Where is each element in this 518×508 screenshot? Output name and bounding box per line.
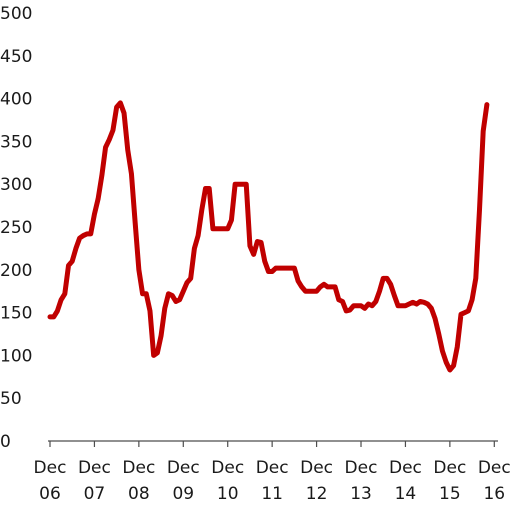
x-tick-label-month: Dec — [478, 458, 511, 478]
y-tick-label: 150 — [0, 304, 32, 324]
x-tick-label-month: Dec — [122, 458, 155, 478]
x-tick-label-year: 09 — [172, 484, 194, 504]
x-tick-label: Dec 10 — [211, 458, 244, 504]
y-tick-label: 50 — [0, 389, 22, 409]
y-tick-label: 300 — [0, 175, 32, 195]
y-tick-label: 250 — [0, 218, 32, 238]
x-tick-label-month: Dec — [78, 458, 111, 478]
x-tick-label-month: Dec — [256, 458, 289, 478]
x-tick-label: Dec 14 — [389, 458, 422, 504]
x-tick-label-year: 13 — [350, 484, 372, 504]
x-tick-label-month: Dec — [345, 458, 378, 478]
x-tick-label-year: 15 — [439, 484, 461, 504]
x-tick-label: Dec 08 — [122, 458, 155, 504]
x-tick-label-year: 08 — [128, 484, 150, 504]
x-tick-label: Dec 07 — [78, 458, 111, 504]
x-tick-label-month: Dec — [433, 458, 466, 478]
y-tick-label: 200 — [0, 261, 32, 281]
y-tick-label: 400 — [0, 90, 32, 110]
y-tick-label: 450 — [0, 47, 32, 67]
x-tick-label-year: 06 — [39, 484, 61, 504]
x-tick-label-year: 07 — [84, 484, 106, 504]
x-tick-label-year: 16 — [483, 484, 505, 504]
x-tick-label-month: Dec — [211, 458, 244, 478]
x-tick-label: Dec 06 — [34, 458, 67, 504]
x-tick-label-month: Dec — [167, 458, 200, 478]
x-tick-label-year: 10 — [217, 484, 239, 504]
y-tick-label: 350 — [0, 132, 32, 152]
x-tick-label: Dec 13 — [345, 458, 378, 504]
axes: 0 50 100 150 200 250 300 350 400 450 500 Dec 06 Dec 07… — [0, 4, 511, 504]
y-tick-label: 500 — [0, 4, 32, 24]
x-tick-label: Dec 16 — [478, 458, 511, 504]
x-tick-label: Dec 12 — [300, 458, 333, 504]
x-tick-label-year: 12 — [306, 484, 328, 504]
series-line-0 — [47, 100, 490, 373]
y-tick-label: 100 — [0, 346, 32, 366]
x-tick-label-year: 11 — [261, 484, 283, 504]
x-tick-label-year: 14 — [395, 484, 417, 504]
x-tick-label: Dec 15 — [433, 458, 466, 504]
x-tick-label: Dec 11 — [256, 458, 289, 504]
x-tick-label-month: Dec — [34, 458, 67, 478]
x-tick-label-month: Dec — [300, 458, 333, 478]
x-tick-label-month: Dec — [389, 458, 422, 478]
x-tick-label: Dec 09 — [167, 458, 200, 504]
series-layer — [47, 100, 490, 373]
y-tick-label: 0 — [0, 432, 11, 452]
